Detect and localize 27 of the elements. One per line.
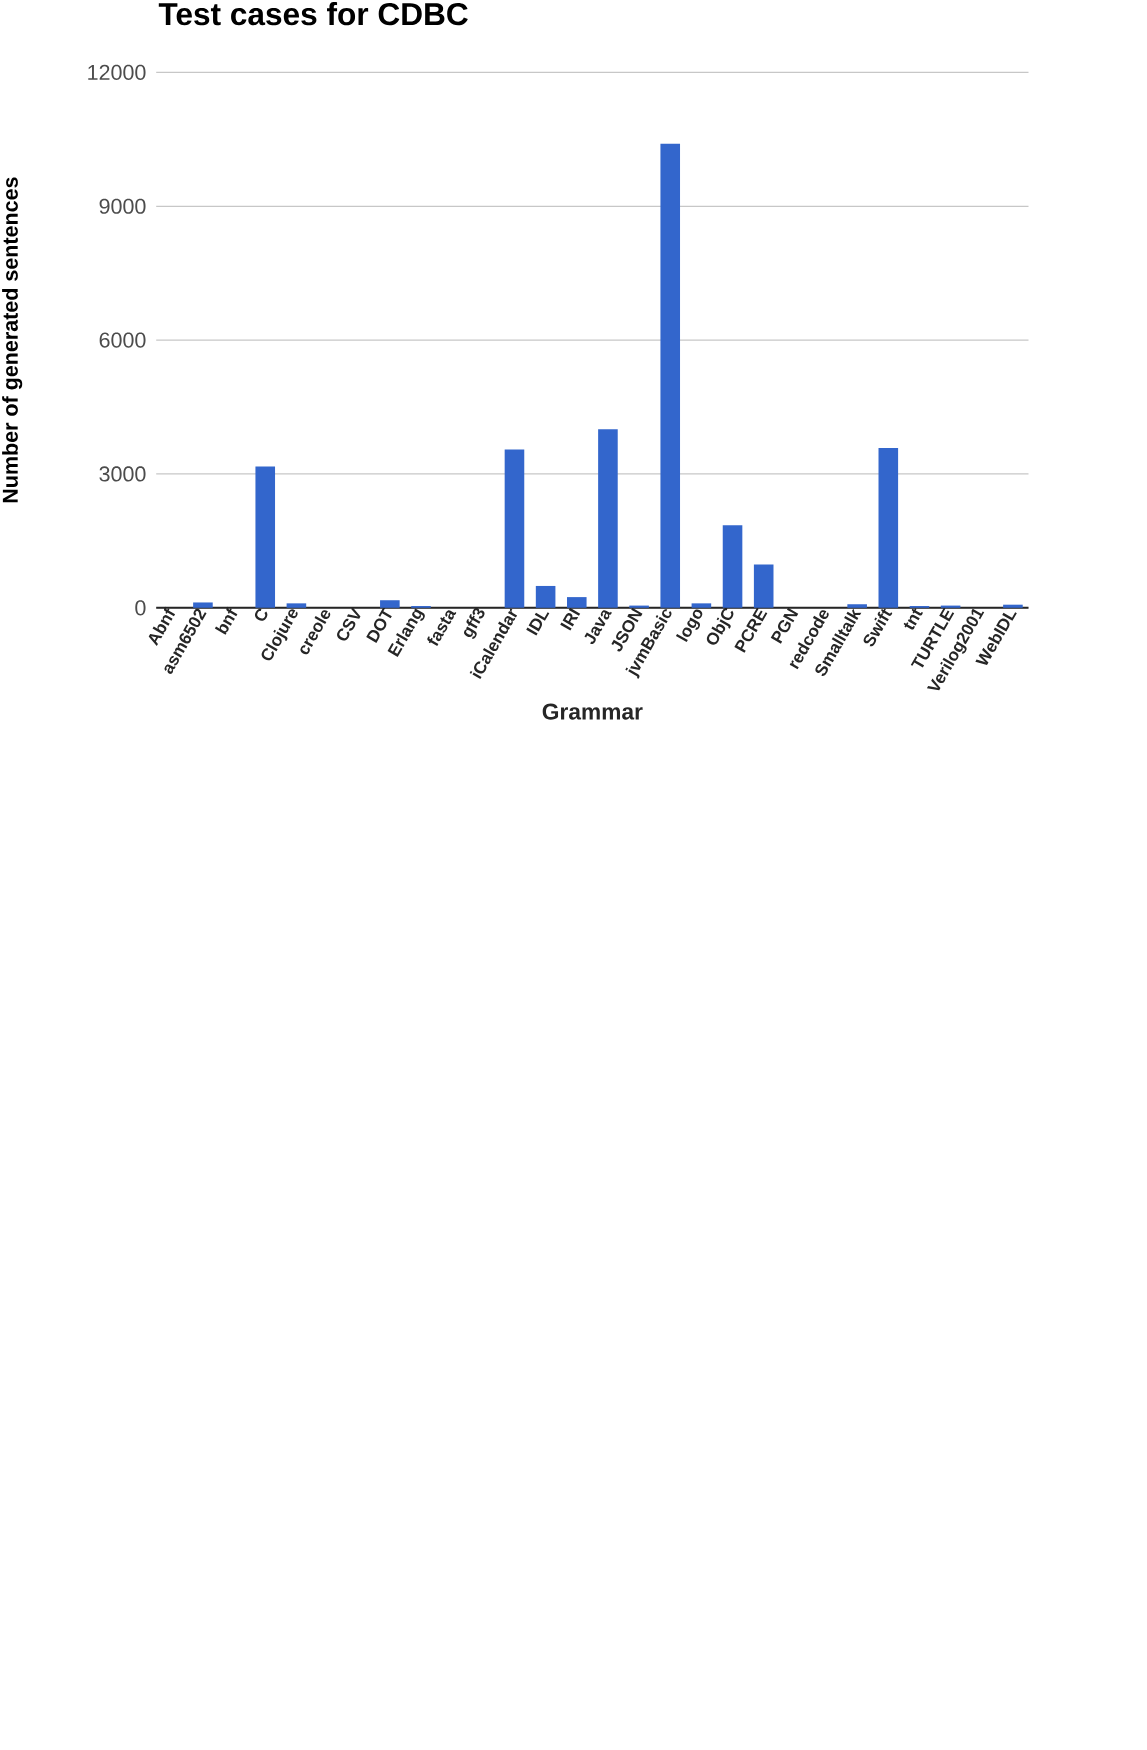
bar <box>629 605 649 608</box>
bar <box>753 564 774 608</box>
bar <box>193 602 213 608</box>
y-tick-label: 3000 <box>99 466 146 482</box>
bar <box>535 585 556 608</box>
bar <box>380 600 400 608</box>
bar <box>1003 604 1023 608</box>
bar <box>255 466 275 608</box>
bar <box>598 429 618 608</box>
bar <box>722 525 743 608</box>
y-tick-label: 9000 <box>99 198 146 214</box>
bar <box>847 604 867 608</box>
x-tick-label: IDL <box>526 612 550 636</box>
bar <box>691 603 712 608</box>
bar <box>660 143 680 608</box>
y-tick-label: 12000 <box>88 64 146 81</box>
bar <box>878 448 899 608</box>
chart-title: Test cases for CDBC <box>158 2 468 26</box>
bar <box>504 449 525 608</box>
bar <box>566 597 587 608</box>
x-tick-label: IRI <box>560 607 581 631</box>
x-tick-label: bnf <box>214 606 238 635</box>
bar <box>286 603 307 608</box>
y-tick-label: 6000 <box>99 332 146 348</box>
x-axis-title: Grammar <box>542 703 643 720</box>
y-axis-title: Number of generated sentences <box>2 177 23 503</box>
y-tick-label: 0 <box>135 600 146 616</box>
